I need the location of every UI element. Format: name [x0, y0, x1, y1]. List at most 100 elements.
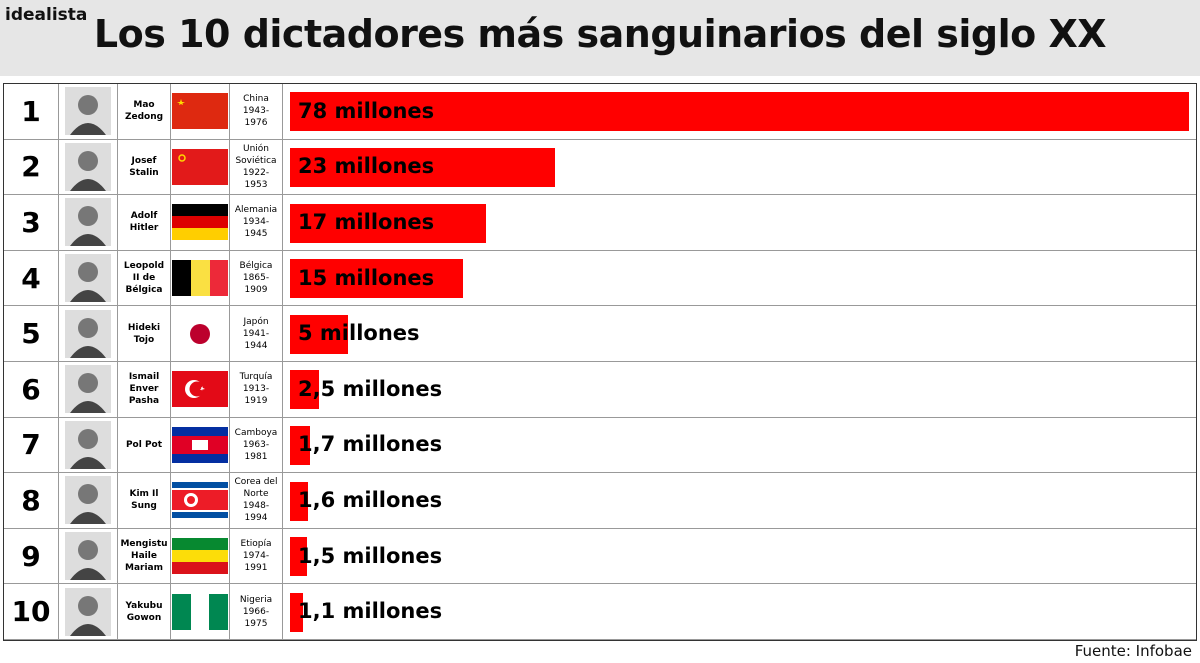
flag-icon: [172, 148, 228, 185]
portrait: [65, 365, 111, 414]
flag-icon: [172, 204, 228, 241]
rank: 3: [4, 195, 59, 251]
rank: 7: [4, 417, 59, 474]
portrait: [65, 142, 111, 191]
bar: [290, 314, 348, 354]
name: Josef Stalin: [118, 139, 171, 196]
portrait: [65, 532, 111, 581]
bar: [290, 537, 308, 577]
value-label: 78 millones: [298, 98, 435, 123]
years: 1974-1991: [242, 551, 270, 574]
value-label: 1,1 millones: [298, 599, 443, 624]
country: Camboya 1963-1981: [230, 417, 283, 474]
rank: 5: [4, 306, 59, 362]
country: Japón 1941-1944: [230, 306, 283, 362]
chart-title: Los 10 dictadores más sanguinarios del s…: [93, 12, 1107, 56]
rank: 4: [4, 250, 59, 307]
country-name: China: [243, 94, 269, 105]
rank: 8: [4, 473, 59, 529]
bar: [290, 147, 556, 187]
table: 1 Mao Zedong China 1943-1976 78 millones 2 Jos…: [3, 83, 1197, 641]
bar: [290, 425, 310, 465]
name: Kim Il Sung: [118, 473, 171, 529]
flag-icon: [172, 315, 228, 352]
rank: 9: [4, 528, 59, 585]
photo: [59, 139, 118, 196]
name: Leopold II de Bélgica: [118, 250, 171, 307]
value-label: 5 millones: [298, 321, 420, 346]
years: 1963-1981: [242, 439, 270, 462]
bar-cell: [283, 418, 1196, 474]
flag-icon: [172, 93, 228, 130]
country-name: Corea del Norte: [234, 477, 278, 500]
value-label: 15 millones: [298, 265, 435, 290]
name: Adolf Hitler: [118, 195, 171, 251]
rank: 2: [4, 139, 59, 196]
value-label: 23 millones: [298, 154, 435, 179]
bar: [290, 592, 303, 632]
bar-cell: [283, 529, 1196, 585]
flag: [171, 139, 230, 196]
portrait: [65, 198, 111, 247]
country: Alemania 1934-1945: [230, 195, 283, 251]
flag: [171, 84, 230, 140]
years: 1913-1919: [242, 384, 270, 407]
country: Corea del Norte 1948-1994: [230, 473, 283, 529]
bar-cell: [283, 195, 1196, 251]
rank: 1: [4, 84, 59, 140]
bar: [290, 370, 319, 410]
bar-cell: [283, 306, 1196, 362]
value-label: 1,5 millones: [298, 543, 443, 568]
bar: [290, 203, 486, 243]
years: 1941-1944: [242, 328, 270, 351]
portrait: [65, 587, 111, 636]
photo: [59, 306, 118, 362]
years: 1922-1953: [242, 167, 270, 190]
flag: [171, 195, 230, 251]
photo: [59, 84, 118, 140]
flag: [171, 473, 230, 529]
country-name: Etiopía: [240, 539, 272, 550]
bar-cell: [283, 362, 1196, 418]
name: Mengistu Haile Mariam: [118, 528, 171, 585]
country: Turquía 1913-1919: [230, 362, 283, 418]
portrait: [65, 87, 111, 136]
bar: [290, 92, 1189, 132]
photo: [59, 195, 118, 251]
bar-cell: [283, 584, 1196, 640]
value-label: 2,5 millones: [298, 376, 443, 401]
years: 1948-1994: [242, 501, 270, 524]
flag: [171, 417, 230, 474]
flag-icon: [172, 593, 228, 630]
flag: [171, 306, 230, 362]
country: Unión Soviética 1922-1953: [230, 139, 283, 196]
source: Fuente: Infobae: [1074, 642, 1192, 660]
country-name: Bélgica: [239, 261, 273, 272]
country: China 1943-1976: [230, 84, 283, 140]
portrait: [65, 254, 111, 303]
country-name: Alemania: [234, 205, 278, 216]
years: 1865-1909: [242, 273, 270, 296]
flag: [171, 528, 230, 585]
flag-icon: [172, 482, 228, 519]
name: Pol Pot: [118, 417, 171, 474]
name: Ismail Enver Pasha: [118, 362, 171, 418]
country-name: Turquía: [239, 372, 273, 383]
name: Mao Zedong: [118, 84, 171, 140]
years: 1966-1975: [242, 606, 270, 629]
bar: [290, 259, 463, 299]
name: Yakubu Gowon: [118, 584, 171, 640]
flag-icon: [172, 426, 228, 463]
name: Hideki Tojo: [118, 306, 171, 362]
bar: [290, 481, 309, 521]
photo: [59, 362, 118, 418]
bar-cell: [283, 473, 1196, 529]
flag-icon: [172, 538, 228, 575]
value-label: 17 millones: [298, 210, 435, 234]
header: idealista Los 10 dictadores más sanguina…: [0, 0, 1200, 76]
value-label: 1,6 millones: [298, 488, 443, 512]
bar-cell: [283, 84, 1196, 140]
flag: [171, 584, 230, 640]
bar-cell: [283, 140, 1196, 196]
